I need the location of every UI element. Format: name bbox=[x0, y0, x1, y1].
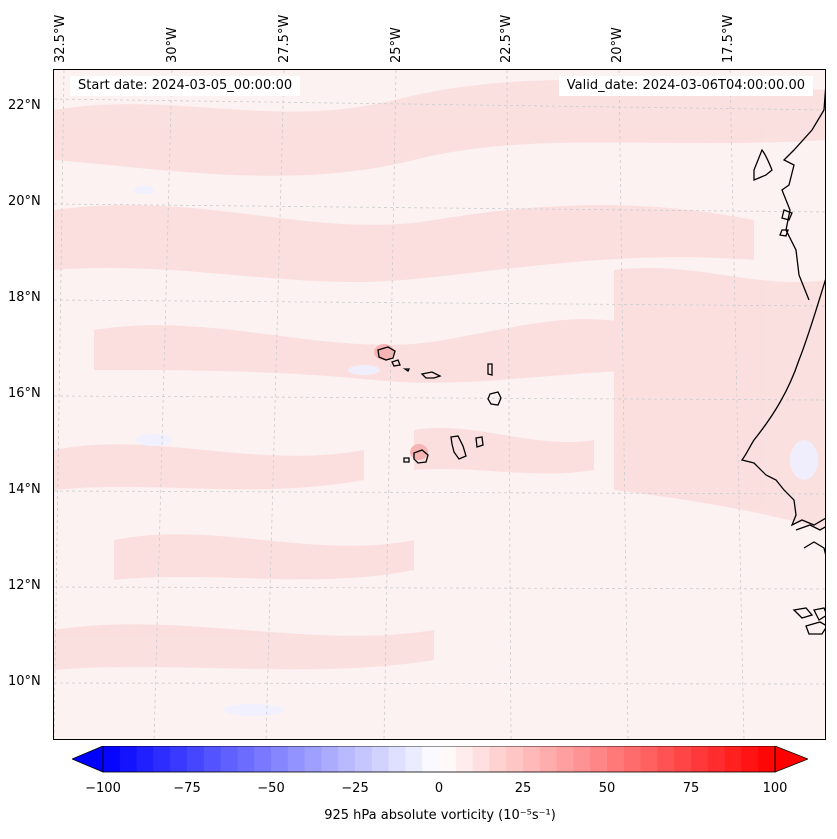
lon-label-27-5w: 27.5°W bbox=[277, 14, 292, 63]
island-sal bbox=[487, 363, 493, 376]
african-coastline bbox=[740, 87, 825, 635]
lat-label-18n: 18°N bbox=[8, 290, 41, 305]
colorbar-cell bbox=[724, 746, 742, 772]
island-boa-vista bbox=[487, 391, 502, 406]
colorbar-cell bbox=[187, 746, 205, 772]
colorbar-cell bbox=[489, 746, 507, 772]
colorbar-cell bbox=[590, 746, 608, 772]
colorbar-cell bbox=[539, 746, 558, 772]
colorbar-tick: −75 bbox=[173, 781, 201, 796]
colorbar-cell bbox=[287, 746, 306, 772]
colorbar-cell bbox=[657, 746, 675, 772]
colorbar bbox=[72, 746, 808, 773]
colorbar-label: 925 hPa absolute vorticity (10⁻⁵s⁻¹) bbox=[324, 808, 556, 823]
lat-label-20n: 20°N bbox=[8, 194, 41, 209]
colorbar-cell bbox=[758, 746, 776, 772]
colorbar-cell bbox=[254, 746, 272, 772]
colorbar-cell bbox=[523, 746, 541, 772]
colorbar-cell bbox=[607, 746, 625, 772]
colorbar-cell bbox=[136, 746, 154, 772]
colorbar-extend-high bbox=[774, 746, 808, 773]
island-santo-antao bbox=[377, 346, 396, 361]
colorbar-cell bbox=[388, 746, 406, 772]
colorbar-cell bbox=[674, 746, 692, 772]
map-panel bbox=[53, 69, 826, 740]
colorbar-cell bbox=[573, 746, 591, 772]
vorticity-negative-patches bbox=[134, 186, 818, 716]
lon-label-20w: 20°W bbox=[610, 27, 625, 63]
lat-label-10n: 10°N bbox=[8, 674, 41, 689]
colorbar-tick: 75 bbox=[682, 781, 700, 796]
colorbar-cell bbox=[203, 746, 222, 772]
colorbar-tick: 0 bbox=[434, 781, 444, 796]
colorbar-cells bbox=[103, 746, 776, 772]
lat-label-22n: 22°N bbox=[8, 98, 41, 113]
lon-label-17-5w: 17.5°W bbox=[721, 14, 736, 63]
colorbar-cell bbox=[321, 746, 339, 772]
colorbar-tick: −25 bbox=[341, 781, 369, 796]
lat-label-12n: 12°N bbox=[8, 578, 41, 593]
colorbar-cell bbox=[439, 746, 457, 772]
island-sao-nicolau bbox=[420, 371, 442, 379]
colorbar-outline bbox=[102, 746, 776, 773]
colorbar-cell bbox=[237, 746, 255, 772]
gridlines bbox=[54, 70, 825, 739]
colorbar-cell bbox=[707, 746, 726, 772]
island-santa-luzia bbox=[402, 368, 411, 372]
lon-label-32-5w: 32.5°W bbox=[53, 14, 68, 63]
lat-label-14n: 14°N bbox=[8, 482, 41, 497]
colorbar-extend-low bbox=[72, 746, 104, 773]
lat-label-16n: 16°N bbox=[8, 386, 41, 401]
colorbar-cell bbox=[691, 746, 709, 772]
colorbar-cell bbox=[338, 746, 356, 772]
colorbar-cell bbox=[623, 746, 642, 772]
colorbar-cell bbox=[355, 746, 373, 772]
lon-label-25w: 25°W bbox=[389, 27, 404, 63]
colorbar-cell bbox=[271, 746, 289, 772]
island-sao-vicente bbox=[391, 359, 401, 367]
colorbar-cell bbox=[472, 746, 490, 772]
colorbar-cell bbox=[103, 746, 121, 772]
colorbar-tick: 100 bbox=[762, 781, 788, 796]
colorbar-cell bbox=[640, 746, 658, 772]
colorbar-tick: −50 bbox=[257, 781, 285, 796]
cape-verde-islands bbox=[377, 346, 502, 464]
colorbar-cell bbox=[455, 746, 474, 772]
colorbar-tick: −100 bbox=[85, 781, 121, 796]
colorbar-cell bbox=[506, 746, 524, 772]
colorbar-cell bbox=[556, 746, 574, 772]
colorbar-cell bbox=[371, 746, 390, 772]
colorbar-tick: 50 bbox=[598, 781, 616, 796]
vorticity-map bbox=[54, 70, 825, 739]
island-fogo bbox=[413, 449, 429, 464]
colorbar-tick: 25 bbox=[514, 781, 532, 796]
start-date-label: Start date: 2024-03-05_00:00:00 bbox=[70, 76, 301, 96]
colorbar-cell bbox=[153, 746, 171, 772]
lon-label-22-5w: 22.5°W bbox=[499, 14, 514, 63]
island-santiago bbox=[450, 435, 467, 460]
island-brava bbox=[403, 457, 410, 463]
colorbar-cell bbox=[304, 746, 322, 772]
colorbar-cell bbox=[422, 746, 440, 772]
colorbar-cell bbox=[741, 746, 759, 772]
colorbar-cell bbox=[405, 746, 423, 772]
valid-date-label: Valid_date: 2024-03-06T04:00:00.00 bbox=[558, 76, 813, 96]
island-maio bbox=[475, 436, 484, 448]
colorbar-cell bbox=[170, 746, 188, 772]
lon-label-30w: 30°W bbox=[165, 27, 180, 63]
colorbar-cell bbox=[220, 746, 238, 772]
colorbar-cell bbox=[119, 746, 138, 772]
